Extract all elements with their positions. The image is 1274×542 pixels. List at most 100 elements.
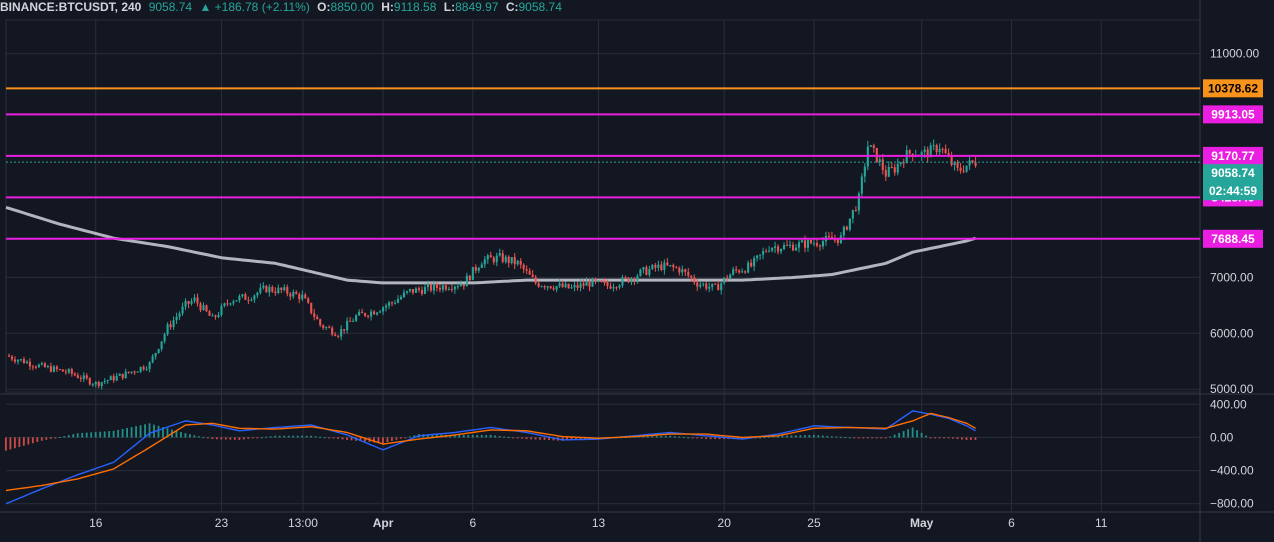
histogram-bar (763, 437, 766, 439)
candle-body (438, 287, 441, 290)
histogram-bar (507, 437, 510, 439)
candle-body (504, 256, 507, 262)
candle-body (947, 153, 950, 157)
candle-body (573, 284, 576, 288)
histogram-bar (108, 431, 111, 438)
candlesticks[interactable] (7, 139, 977, 390)
histogram-bar (817, 435, 820, 438)
candle-body (247, 299, 250, 301)
histogram-bar (866, 437, 869, 439)
candle-body (663, 262, 666, 271)
candle-body (483, 259, 486, 265)
candle-body (43, 363, 46, 368)
candle-body (7, 355, 11, 357)
candle-body (328, 327, 331, 329)
histogram-bar (844, 437, 847, 439)
candle-body (139, 366, 142, 372)
histogram-bar (768, 436, 770, 438)
histogram-bar (296, 435, 299, 438)
histogram-bar (467, 434, 470, 438)
horizontal-levels[interactable] (6, 87, 1200, 240)
candle-body (399, 296, 403, 300)
histogram-bar (72, 434, 75, 438)
candle-body (941, 148, 944, 150)
histogram-bar (265, 436, 268, 438)
level-tag-label: 9913.05 (1211, 107, 1255, 121)
candle-body (528, 270, 531, 275)
histogram-bar (934, 437, 936, 439)
histogram-bar (175, 430, 178, 438)
candle-body (217, 315, 220, 317)
candle-body (241, 294, 244, 297)
candle-body (908, 150, 911, 154)
histogram-bar (916, 430, 919, 438)
candle-body (103, 381, 106, 383)
candle-body (732, 269, 735, 275)
candle-body (417, 288, 421, 290)
price-change: ▲ +186.78 (+2.11%) (199, 0, 310, 14)
candle-body (160, 341, 163, 350)
candle-body (869, 145, 872, 147)
candle-body (962, 170, 965, 172)
level-tag-label: 9170.77 (1211, 149, 1255, 163)
histogram-bar (305, 435, 308, 438)
histogram-bar (777, 435, 779, 438)
candle-body (800, 240, 804, 243)
candle-body (480, 264, 483, 268)
candle-body (175, 316, 178, 321)
candle-body (477, 267, 480, 271)
x-tick-label: 20 (718, 516, 732, 530)
candle-body (726, 277, 729, 280)
candle-body (256, 292, 259, 296)
histogram-bar (301, 435, 304, 438)
axes: 16 23 13:00 Apr 6 13 20 25 May 6 11 11000.00 7000.00… (89, 47, 1259, 530)
histogram-bar (741, 437, 743, 440)
histogram-bar (579, 437, 582, 440)
macd-y-tick-label: 400.00 (1210, 397, 1247, 411)
candle-body (136, 371, 139, 373)
candle-body (537, 283, 540, 287)
candle-body (672, 265, 675, 268)
y-tick-label: 6000.00 (1210, 326, 1254, 340)
candle-body (64, 371, 67, 373)
candle-body (645, 267, 648, 275)
candle-body (935, 145, 938, 153)
histogram-bar (700, 437, 703, 439)
histogram-bar (920, 432, 923, 438)
symbol-label[interactable]: BINANCE:BTCUSDT, 240 (0, 0, 142, 14)
x-tick-label: 25 (807, 516, 821, 530)
histogram-bar (759, 437, 761, 439)
macd-line (5, 410, 976, 505)
candle-body (235, 300, 238, 302)
candle-body (768, 250, 771, 252)
histogram-bar (202, 437, 205, 439)
candle-body (292, 291, 295, 297)
macd-y-tick-label: −400.00 (1210, 464, 1254, 478)
candle-body (714, 283, 717, 285)
candle-body (513, 257, 516, 265)
candle-body (393, 302, 397, 304)
candle-body (669, 265, 672, 267)
candle-body (432, 283, 435, 291)
candle-body (253, 295, 256, 300)
candle-body (214, 315, 217, 317)
candle-body (382, 307, 385, 312)
candle-body (426, 284, 429, 288)
candle-body (923, 149, 926, 153)
candle-body (352, 320, 355, 322)
candle-body (648, 269, 651, 275)
histogram-bar (705, 437, 708, 440)
histogram-bar (566, 437, 568, 441)
candle-body (82, 375, 85, 380)
candle-body (765, 251, 768, 253)
candle-body (250, 299, 253, 301)
histogram-bar (929, 437, 932, 439)
candle-body (223, 303, 226, 306)
histogram-bar (489, 434, 492, 438)
candle-body (549, 286, 552, 289)
candle-body (492, 257, 495, 263)
candle-body (531, 274, 534, 277)
candle-body (968, 160, 971, 166)
histogram-bar (139, 425, 142, 438)
